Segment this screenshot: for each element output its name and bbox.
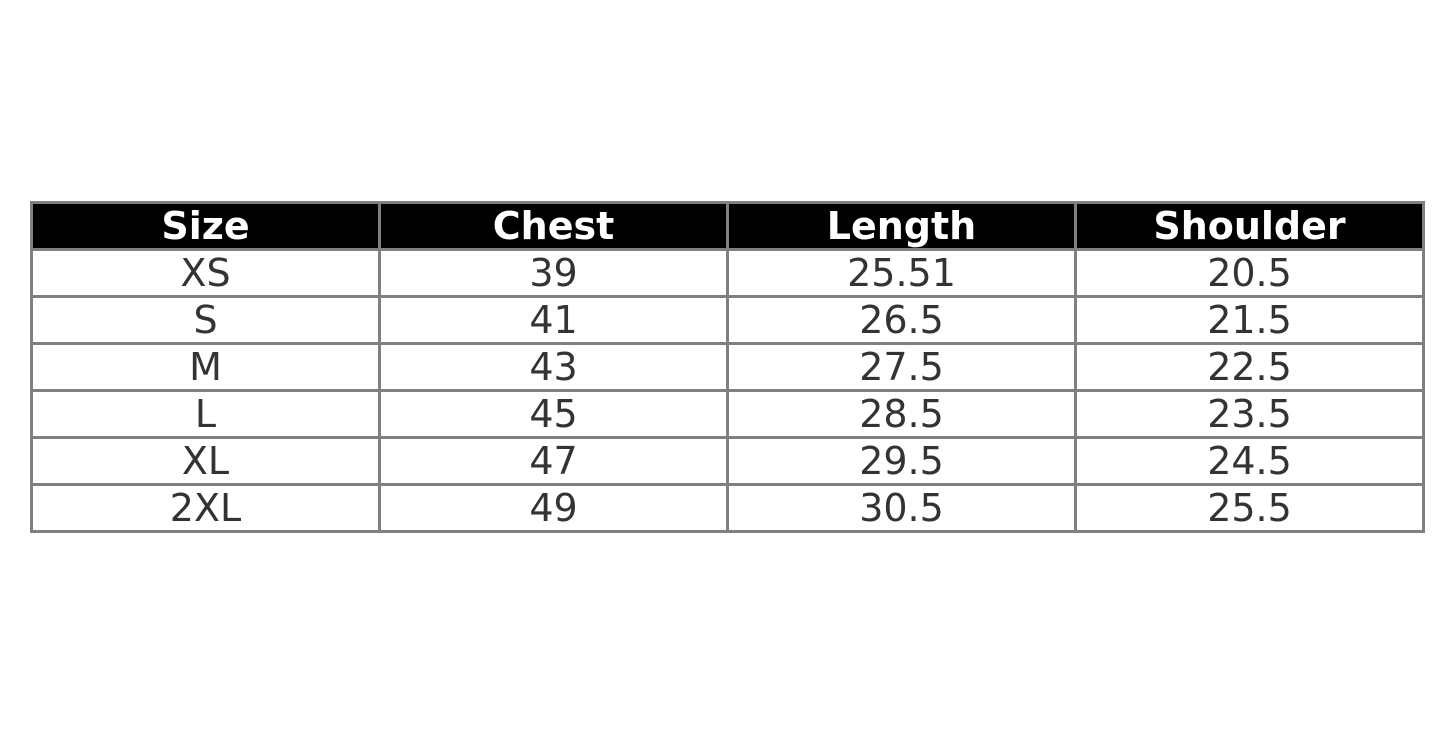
table-cell-shoulder: 20.5 bbox=[1074, 248, 1425, 298]
table-row: XS 39 25.51 20.5 bbox=[30, 248, 1425, 298]
table-cell-size: XS bbox=[30, 248, 381, 298]
table-cell-chest: 39 bbox=[378, 248, 729, 298]
table-cell-chest: 41 bbox=[378, 295, 729, 345]
table-cell-length: 27.5 bbox=[726, 342, 1077, 392]
table-cell-shoulder: 21.5 bbox=[1074, 295, 1425, 345]
table-cell-length: 30.5 bbox=[726, 483, 1077, 533]
table-cell-shoulder: 23.5 bbox=[1074, 389, 1425, 439]
table-cell-length: 29.5 bbox=[726, 436, 1077, 486]
header-row: Size Chest Length Shoulder bbox=[30, 201, 1425, 251]
table-cell-shoulder: 24.5 bbox=[1074, 436, 1425, 486]
table-cell-size: M bbox=[30, 342, 381, 392]
table-row: L 45 28.5 23.5 bbox=[30, 389, 1425, 439]
table-cell-chest: 47 bbox=[378, 436, 729, 486]
column-header-size: Size bbox=[30, 201, 381, 251]
table-cell-size: 2XL bbox=[30, 483, 381, 533]
table-row: S 41 26.5 21.5 bbox=[30, 295, 1425, 345]
table-cell-shoulder: 25.5 bbox=[1074, 483, 1425, 533]
table-cell-size: L bbox=[30, 389, 381, 439]
table-row: XL 47 29.5 24.5 bbox=[30, 436, 1425, 486]
table-cell-size: XL bbox=[30, 436, 381, 486]
column-header-length: Length bbox=[726, 201, 1077, 251]
column-header-shoulder: Shoulder bbox=[1074, 201, 1425, 251]
column-header-chest: Chest bbox=[378, 201, 729, 251]
table-cell-size: S bbox=[30, 295, 381, 345]
table-cell-length: 26.5 bbox=[726, 295, 1077, 345]
table-cell-length: 25.51 bbox=[726, 248, 1077, 298]
table-cell-chest: 45 bbox=[378, 389, 729, 439]
table-row: M 43 27.5 22.5 bbox=[30, 342, 1425, 392]
size-chart-table: Size Chest Length Shoulder XS 39 25.51 20.5 S 41… bbox=[30, 201, 1425, 533]
table-body: XS 39 25.51 20.5 S 41 26.5 21.5 M 43 27.5 22.5 L 45 28… bbox=[30, 248, 1425, 533]
table-row: 2XL 49 30.5 25.5 bbox=[30, 483, 1425, 533]
table-cell-chest: 43 bbox=[378, 342, 729, 392]
table-cell-shoulder: 22.5 bbox=[1074, 342, 1425, 392]
table-cell-length: 28.5 bbox=[726, 389, 1077, 439]
table-cell-chest: 49 bbox=[378, 483, 729, 533]
